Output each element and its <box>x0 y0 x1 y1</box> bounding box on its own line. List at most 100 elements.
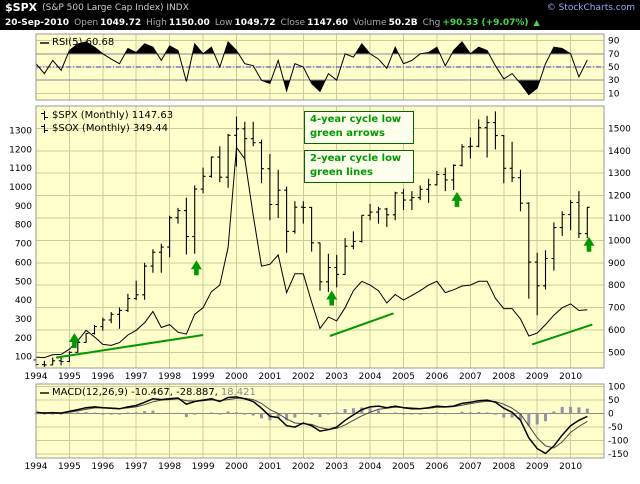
svg-text:0: 0 <box>608 410 614 420</box>
cycle-low-arrow-icon <box>68 333 80 348</box>
cycle-low-arrow-icon <box>451 191 463 207</box>
rsi-legend: RSI(5) 60.68 <box>40 36 114 49</box>
cycle-low-trendline <box>531 323 593 346</box>
svg-text:800: 800 <box>15 221 32 231</box>
svg-text:1000: 1000 <box>608 236 631 246</box>
annotation-4yr-cycle: 4-year cycle low green arrows <box>304 111 414 144</box>
main-legend: $SPX (Monthly) 1147.63 $SOX (Monthly) 34… <box>40 109 173 135</box>
svg-text:1999: 1999 <box>192 372 215 382</box>
svg-text:1998: 1998 <box>158 372 181 382</box>
cycle-low-arrow-icon <box>583 236 595 252</box>
line-series-icon <box>40 38 49 47</box>
ohlc-series-icon <box>40 123 49 134</box>
svg-text:1200: 1200 <box>608 192 631 202</box>
svg-text:1996: 1996 <box>91 462 114 472</box>
svg-text:700: 700 <box>608 304 625 314</box>
panel-bg <box>36 384 604 458</box>
quote-close: Close 1147.60 <box>280 17 349 28</box>
svg-text:200: 200 <box>15 334 32 344</box>
svg-text:600: 600 <box>15 258 32 268</box>
stockcharts-copyright-link[interactable]: © StockCharts.com <box>546 2 635 13</box>
macd-legend: MACD(12,26,9) -10.467, -28.887, 18.421 <box>40 386 256 399</box>
panel-border <box>35 105 605 369</box>
quote-change: Chg +90.33 (+9.07%) <box>422 17 529 28</box>
svg-text:2004: 2004 <box>359 372 382 382</box>
svg-text:2006: 2006 <box>425 462 448 472</box>
svg-text:1994: 1994 <box>25 372 48 382</box>
svg-text:400: 400 <box>15 296 32 306</box>
svg-text:1997: 1997 <box>125 462 148 472</box>
line-series-icon <box>40 388 49 397</box>
svg-text:600: 600 <box>608 326 625 336</box>
legend-sox-label: $SOX (Monthly) 349.44 <box>52 123 168 134</box>
svg-text:2008: 2008 <box>492 462 515 472</box>
axis-labels: 9070503010130012001100100090080070060050… <box>9 37 631 472</box>
macd-line <box>35 396 588 455</box>
panel-bg <box>36 106 604 368</box>
ohlc-series-icon <box>40 110 49 121</box>
panel-border <box>35 33 605 101</box>
svg-text:1997: 1997 <box>125 372 148 382</box>
quote-low: Low 1049.72 <box>214 17 276 28</box>
cycle-low-arrow-icon <box>326 290 338 306</box>
svg-text:900: 900 <box>15 202 32 212</box>
svg-text:2000: 2000 <box>225 372 248 382</box>
header-row-title: $SPX (S&P 500 Large Cap Index) INDX © St… <box>0 0 640 15</box>
svg-text:1300: 1300 <box>9 127 32 137</box>
svg-text:2003: 2003 <box>325 372 348 382</box>
svg-text:70: 70 <box>608 50 620 60</box>
svg-text:50: 50 <box>608 63 620 73</box>
rsi-label: RSI(5) 60.68 <box>52 37 115 48</box>
svg-text:1998: 1998 <box>158 462 181 472</box>
panel-border <box>35 383 605 459</box>
chart-header: $SPX (S&P 500 Large Cap Index) INDX © St… <box>0 0 640 30</box>
svg-text:-50: -50 <box>608 423 623 433</box>
cycle-low-arrow-icon <box>190 260 202 276</box>
svg-text:2009: 2009 <box>526 372 549 382</box>
symbol: $SPX <box>5 1 38 14</box>
up-arrow-icon: ▲ <box>533 18 540 27</box>
quote-high: High 1150.00 <box>146 17 210 28</box>
svg-text:1500: 1500 <box>608 124 631 134</box>
annotation-line: green arrows <box>310 128 385 139</box>
quote-open: Open 1049.72 <box>74 17 142 28</box>
macd-histogram <box>34 406 589 426</box>
svg-text:2002: 2002 <box>292 462 315 472</box>
svg-text:2002: 2002 <box>292 372 315 382</box>
macd-label: MACD(12,26,9) -10.467, -28.887, <box>52 387 218 398</box>
svg-text:2007: 2007 <box>459 372 482 382</box>
svg-text:2006: 2006 <box>425 372 448 382</box>
macd-hist-label: 18.421 <box>220 387 256 398</box>
sox-line <box>35 146 588 359</box>
svg-text:-150: -150 <box>608 450 629 460</box>
legend-spx-label: $SPX (Monthly) 1147.63 <box>52 110 174 121</box>
chart-date: 20-Sep-2010 <box>5 17 70 28</box>
svg-text:2009: 2009 <box>526 462 549 472</box>
legend-sox: $SOX (Monthly) 349.44 <box>40 122 173 135</box>
svg-text:700: 700 <box>15 240 32 250</box>
legend-spx: $SPX (Monthly) 1147.63 <box>40 109 173 122</box>
svg-text:1996: 1996 <box>91 372 114 382</box>
cycle-low-trendline <box>329 312 394 337</box>
svg-text:1995: 1995 <box>58 372 81 382</box>
svg-text:500: 500 <box>15 277 32 287</box>
annotation-line: green lines <box>310 167 373 178</box>
annotation-line: 4-year cycle low <box>310 114 402 125</box>
svg-text:-100: -100 <box>608 437 629 447</box>
svg-text:1100: 1100 <box>9 164 32 174</box>
svg-text:2005: 2005 <box>392 372 415 382</box>
svg-text:1100: 1100 <box>608 214 631 224</box>
svg-text:800: 800 <box>608 281 625 291</box>
svg-text:2005: 2005 <box>392 462 415 472</box>
svg-text:2001: 2001 <box>258 462 281 472</box>
svg-text:100: 100 <box>15 353 32 363</box>
svg-text:1200: 1200 <box>9 145 32 155</box>
rsi-line <box>35 40 588 96</box>
svg-text:2003: 2003 <box>325 462 348 472</box>
macd-signal-line <box>35 397 588 449</box>
svg-text:1999: 1999 <box>192 462 215 472</box>
symbol-name: (S&P 500 Large Cap Index) INDX <box>42 2 189 13</box>
svg-text:2008: 2008 <box>492 372 515 382</box>
